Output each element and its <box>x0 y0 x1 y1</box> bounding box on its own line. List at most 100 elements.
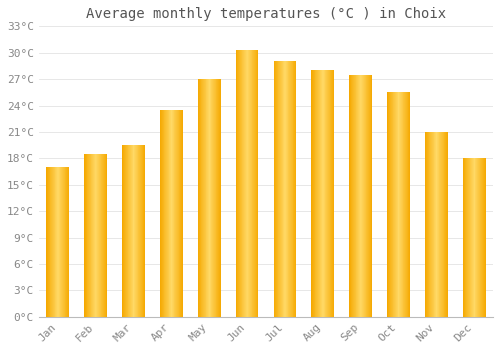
Bar <box>275 62 276 317</box>
Bar <box>276 62 277 317</box>
Bar <box>288 62 289 317</box>
Bar <box>479 158 480 317</box>
Bar <box>241 50 242 317</box>
Bar <box>105 154 106 317</box>
Bar <box>203 79 204 317</box>
Bar <box>85 154 86 317</box>
Bar <box>364 75 365 317</box>
Bar <box>333 70 334 317</box>
Bar <box>353 75 354 317</box>
Bar <box>400 92 401 317</box>
Bar <box>236 50 237 317</box>
Bar <box>140 145 141 317</box>
Bar <box>471 158 472 317</box>
Bar <box>399 92 400 317</box>
Bar <box>409 92 410 317</box>
Bar <box>209 79 210 317</box>
Bar <box>170 110 171 317</box>
Bar <box>395 92 396 317</box>
Bar <box>466 158 467 317</box>
Bar <box>440 132 441 317</box>
Bar <box>128 145 129 317</box>
Bar <box>164 110 165 317</box>
Bar <box>319 70 320 317</box>
Bar <box>92 154 93 317</box>
Bar <box>135 145 136 317</box>
Bar <box>286 62 287 317</box>
Bar <box>482 158 483 317</box>
Bar <box>352 75 353 317</box>
Bar <box>199 79 200 317</box>
Bar <box>366 75 367 317</box>
Title: Average monthly temperatures (°C ) in Choix: Average monthly temperatures (°C ) in Ch… <box>86 7 446 21</box>
Bar <box>351 75 352 317</box>
Bar <box>254 50 256 317</box>
Bar <box>481 158 482 317</box>
Bar <box>100 154 101 317</box>
Bar <box>354 75 355 317</box>
Bar <box>284 62 285 317</box>
Bar <box>320 70 321 317</box>
Bar <box>211 79 212 317</box>
Bar <box>428 132 429 317</box>
Bar <box>432 132 433 317</box>
Bar <box>393 92 394 317</box>
Bar <box>88 154 89 317</box>
Bar <box>216 79 217 317</box>
Bar <box>244 50 246 317</box>
Bar <box>255 50 256 317</box>
Bar <box>244 50 245 317</box>
Bar <box>61 167 62 317</box>
Bar <box>240 50 241 317</box>
Bar <box>404 92 405 317</box>
Bar <box>53 167 54 317</box>
Bar <box>175 110 176 317</box>
Bar <box>54 167 55 317</box>
Bar <box>143 145 144 317</box>
Bar <box>390 92 391 317</box>
Bar <box>322 70 323 317</box>
Bar <box>315 70 316 317</box>
Bar <box>430 132 431 317</box>
Bar <box>389 92 390 317</box>
Bar <box>169 110 170 317</box>
Bar <box>204 79 205 317</box>
Bar <box>392 92 393 317</box>
Bar <box>98 154 99 317</box>
Bar <box>237 50 238 317</box>
Bar <box>330 70 331 317</box>
Bar <box>483 158 484 317</box>
Bar <box>475 158 476 317</box>
Bar <box>139 145 140 317</box>
Bar <box>104 154 105 317</box>
Bar <box>332 70 333 317</box>
Bar <box>359 75 360 317</box>
Bar <box>167 110 168 317</box>
Bar <box>438 132 439 317</box>
Bar <box>473 158 474 317</box>
Bar <box>478 158 479 317</box>
Bar <box>99 154 100 317</box>
Bar <box>178 110 179 317</box>
Bar <box>247 50 248 317</box>
Bar <box>368 75 369 317</box>
Bar <box>163 110 164 317</box>
Bar <box>65 167 66 317</box>
Bar <box>202 79 203 317</box>
Bar <box>161 110 162 317</box>
Bar <box>277 62 278 317</box>
Bar <box>256 50 257 317</box>
Bar <box>130 145 131 317</box>
Bar <box>329 70 330 317</box>
Bar <box>239 50 240 317</box>
Bar <box>480 158 481 317</box>
Bar <box>446 132 448 317</box>
Bar <box>66 167 67 317</box>
Bar <box>214 79 215 317</box>
Bar <box>122 145 123 317</box>
Bar <box>425 132 426 317</box>
Bar <box>86 154 87 317</box>
Bar <box>446 132 447 317</box>
Bar <box>355 75 356 317</box>
Bar <box>60 167 61 317</box>
